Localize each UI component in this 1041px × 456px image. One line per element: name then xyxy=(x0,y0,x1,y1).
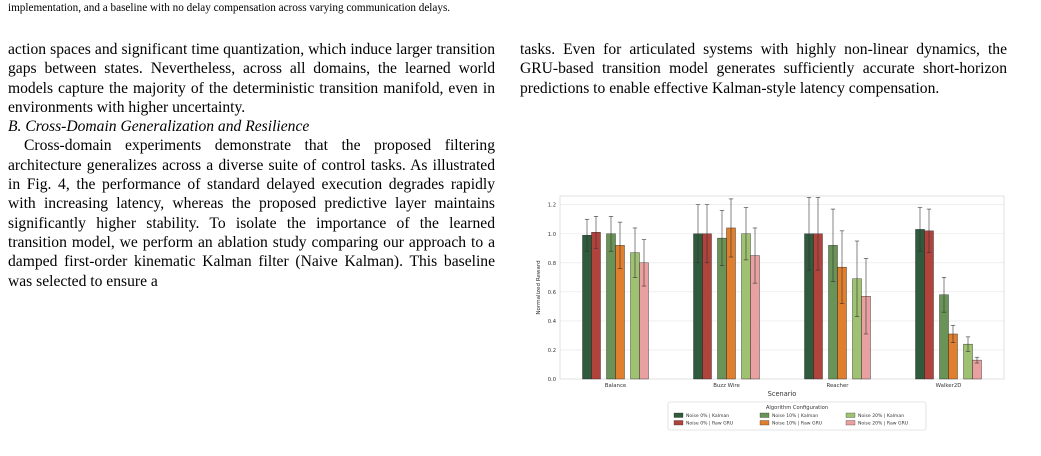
y-tick-label: 0.4 xyxy=(548,319,557,325)
left-column: action spaces and significant time quant… xyxy=(8,40,495,291)
legend-title: Algorithm Configuration xyxy=(766,405,828,411)
bar xyxy=(582,235,592,380)
legend-swatch xyxy=(759,420,770,426)
bar xyxy=(924,230,934,380)
legend-entry-label: Noise 0% | Raw GRU xyxy=(686,421,733,427)
bar xyxy=(606,233,616,380)
bar xyxy=(915,229,925,380)
reward-bar-chart: 0.0 0.2 0.4 0.6 0.8 1.0 1.2 Balance Buzz Wire Rea… xyxy=(522,184,1010,432)
chart-axes: 0.0 0.2 0.4 0.6 0.8 1.0 1.2 Balance Buzz Wire Rea… xyxy=(548,203,962,389)
y-tick-label: 1.0 xyxy=(548,232,556,238)
legend-entry-label: Noise 10% | Raw GRU xyxy=(772,421,822,427)
right-paragraph-1: tasks. Even for articulated systems with… xyxy=(520,41,1007,97)
x-tick-label: Balance xyxy=(605,383,627,389)
x-tick-label: Buzz Wire xyxy=(713,383,740,389)
x-tick-label: Walker2D xyxy=(936,383,962,389)
legend-box xyxy=(667,401,927,431)
chart-grid xyxy=(559,195,1005,380)
legend-entry-label: Noise 20% | Raw GRU xyxy=(858,421,908,427)
legend-swatch xyxy=(845,420,856,426)
legend-entry-label: Noise 10% | Kalman xyxy=(772,413,818,419)
y-tick-label: 0.8 xyxy=(548,261,556,267)
chart-svg: 0.0 0.2 0.4 0.6 0.8 1.0 1.2 Balance Buzz Wire Rea… xyxy=(522,184,1010,432)
left-paragraph-1: action spaces and significant time quant… xyxy=(8,41,495,116)
right-column: tasks. Even for articulated systems with… xyxy=(520,40,1007,98)
legend-entry-label: Noise 0% | Kalman xyxy=(686,413,729,419)
y-axis-label: Normalized Reward xyxy=(536,260,542,315)
y-tick-label: 0.0 xyxy=(548,377,556,383)
y-tick-label: 0.2 xyxy=(548,348,556,354)
x-axis-label: Scenario xyxy=(768,390,797,398)
y-tick-label: 0.6 xyxy=(548,290,556,296)
legend-entry-label: Noise 20% | Kalman xyxy=(858,413,904,419)
y-tick-label: 1.2 xyxy=(548,203,556,209)
legend-swatch xyxy=(759,412,770,418)
section-heading: B. Cross-Domain Generalization and Resil… xyxy=(8,118,310,136)
legend-swatch xyxy=(845,412,856,418)
left-paragraph-2: Cross-domain experiments demonstrate tha… xyxy=(8,137,495,290)
bar xyxy=(591,232,601,380)
legend-swatch xyxy=(673,412,684,418)
figure-caption-tail: implementation, and a baseline with no d… xyxy=(8,2,451,14)
chart-legend: Algorithm Configuration Noise 0% | Kalma… xyxy=(667,401,927,431)
x-tick-label: Reacher xyxy=(826,383,849,389)
chart-bars xyxy=(582,197,982,380)
legend-swatch xyxy=(673,420,684,426)
plot-area xyxy=(559,195,1005,380)
